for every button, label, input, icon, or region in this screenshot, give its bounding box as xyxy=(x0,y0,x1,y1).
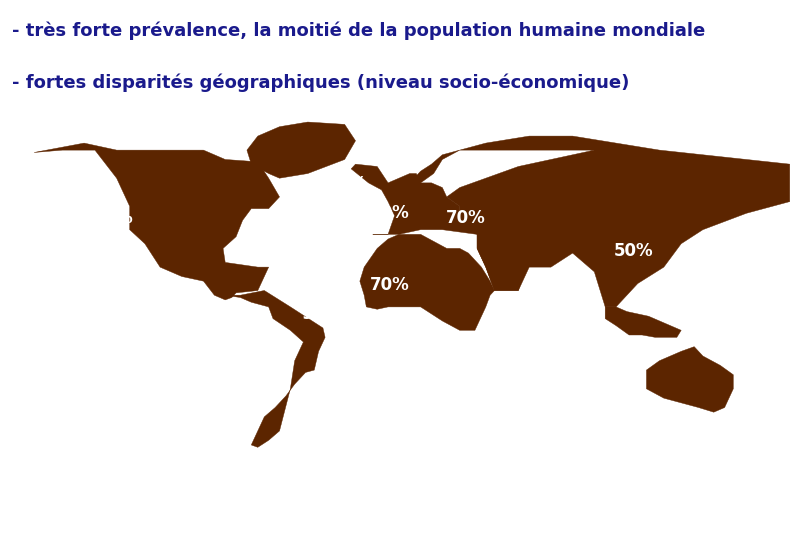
Text: - très forte prévalence, la moitié de la population humaine mondiale: - très forte prévalence, la moitié de la… xyxy=(12,22,706,40)
Text: 40%: 40% xyxy=(94,255,134,273)
Text: 90%: 90% xyxy=(156,407,196,424)
Text: 50%: 50% xyxy=(336,234,376,252)
Text: 70%: 70% xyxy=(446,208,485,226)
Text: 70%: 70% xyxy=(544,394,583,412)
Text: 30%: 30% xyxy=(328,175,368,193)
Text: 70%: 70% xyxy=(369,276,409,294)
Text: 70%: 70% xyxy=(606,386,646,403)
Text: 20%: 20% xyxy=(606,461,646,479)
Text: 30%: 30% xyxy=(94,208,134,226)
Text: 50%: 50% xyxy=(614,242,653,260)
Text: - fortes disparités géographiques (niveau socio-économique): - fortes disparités géographiques (nivea… xyxy=(12,73,629,92)
Text: 70%: 70% xyxy=(75,318,114,336)
Text: 70%: 70% xyxy=(369,204,409,222)
Text: 80%: 80% xyxy=(101,428,141,445)
Text: 70%: 70% xyxy=(512,301,552,319)
Text: 80%: 80% xyxy=(328,415,368,433)
Text: 90%: 90% xyxy=(301,306,341,323)
